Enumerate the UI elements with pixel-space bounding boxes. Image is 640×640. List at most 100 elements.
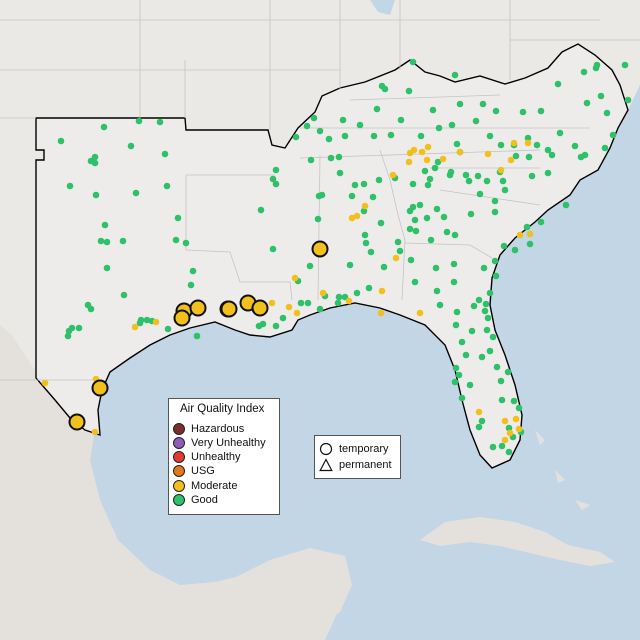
moderate-monitor-marker[interactable] [424,143,432,151]
good-monitor-marker[interactable] [327,154,335,162]
good-monitor-marker[interactable] [621,61,629,69]
good-monitor-marker[interactable] [189,267,197,275]
good-monitor-marker[interactable] [519,108,527,116]
good-monitor-marker[interactable] [436,301,444,309]
moderate-monitor-marker[interactable] [416,309,424,317]
good-monitor-marker[interactable] [163,182,171,190]
good-monitor-marker[interactable] [421,167,429,175]
moderate-monitor-marker[interactable] [378,287,386,295]
moderate-monitor-marker[interactable] [410,146,418,154]
good-monitor-marker[interactable] [103,238,111,246]
moderate-monitor-marker[interactable] [389,171,397,179]
moderate-monitor-marker[interactable] [291,274,299,282]
moderate-monitor-marker[interactable] [348,214,356,222]
good-monitor-marker[interactable] [478,353,486,361]
good-monitor-marker[interactable] [174,214,182,222]
good-monitor-marker[interactable] [524,134,532,142]
moderate-monitor-marker[interactable] [353,212,361,220]
good-monitor-marker[interactable] [580,68,588,76]
good-monitor-marker[interactable] [361,231,369,239]
good-monitor-marker[interactable] [341,132,349,140]
moderate-monitor-marker[interactable] [293,309,301,317]
good-monitor-marker[interactable] [456,100,464,108]
good-monitor-marker[interactable] [571,142,579,150]
good-monitor-marker[interactable] [483,326,491,334]
good-monitor-marker[interactable] [491,197,499,205]
moderate-monitor-marker[interactable] [524,139,532,147]
moderate-monitor-marker[interactable] [439,155,447,163]
good-monitor-marker[interactable] [103,264,111,272]
moderate-temporary-monitor-marker[interactable] [173,309,191,327]
moderate-monitor-marker[interactable] [423,156,431,164]
good-monitor-marker[interactable] [455,371,463,379]
good-monitor-marker[interactable] [339,116,347,124]
good-monitor-marker[interactable] [603,109,611,117]
good-monitor-marker[interactable] [351,181,359,189]
good-monitor-marker[interactable] [491,208,499,216]
good-monitor-marker[interactable] [362,239,370,247]
good-monitor-marker[interactable] [544,169,552,177]
good-monitor-marker[interactable] [272,180,280,188]
good-monitor-marker[interactable] [528,172,536,180]
good-monitor-marker[interactable] [434,158,442,166]
good-monitor-marker[interactable] [409,203,417,211]
good-monitor-marker[interactable] [548,151,556,159]
good-monitor-marker[interactable] [435,124,443,132]
good-monitor-marker[interactable] [87,157,95,165]
good-monitor-marker[interactable] [411,216,419,224]
good-monitor-marker[interactable] [433,287,441,295]
good-monitor-marker[interactable] [297,299,305,307]
good-monitor-marker[interactable] [416,201,424,209]
good-monitor-marker[interactable] [491,257,499,265]
good-monitor-marker[interactable] [498,396,506,404]
good-monitor-marker[interactable] [137,316,145,324]
good-monitor-marker[interactable] [91,153,99,161]
moderate-monitor-marker[interactable] [512,415,520,423]
good-monitor-marker[interactable] [257,206,265,214]
good-monitor-marker[interactable] [292,133,300,141]
good-monitor-marker[interactable] [334,299,342,307]
good-monitor-marker[interactable] [453,308,461,316]
moderate-monitor-marker[interactable] [516,231,524,239]
good-monitor-marker[interactable] [512,152,520,160]
moderate-monitor-marker[interactable] [506,429,514,437]
good-monitor-marker[interactable] [489,443,497,451]
good-monitor-marker[interactable] [272,322,280,330]
good-monitor-marker[interactable] [356,121,364,129]
good-monitor-marker[interactable] [132,189,140,197]
good-monitor-marker[interactable] [492,272,500,280]
good-monitor-marker[interactable] [182,239,190,247]
good-monitor-marker[interactable] [470,302,478,310]
good-monitor-marker[interactable] [443,228,451,236]
good-monitor-marker[interactable] [143,316,151,324]
good-monitor-marker[interactable] [448,121,456,129]
good-monitor-marker[interactable] [396,247,404,255]
good-monitor-marker[interactable] [624,96,632,104]
moderate-monitor-marker[interactable] [361,202,369,210]
good-monitor-marker[interactable] [451,71,459,79]
good-monitor-marker[interactable] [544,146,552,154]
good-monitor-marker[interactable] [556,129,564,137]
good-monitor-marker[interactable] [397,116,405,124]
good-monitor-marker[interactable] [493,363,501,371]
good-monitor-marker[interactable] [458,338,466,346]
good-monitor-marker[interactable] [306,262,314,270]
good-monitor-marker[interactable] [601,144,609,152]
good-monitor-marker[interactable] [346,261,354,269]
moderate-temporary-monitor-marker[interactable] [311,240,329,258]
good-monitor-marker[interactable] [307,156,315,164]
good-monitor-marker[interactable] [511,246,519,254]
moderate-monitor-marker[interactable] [484,150,492,158]
moderate-monitor-marker[interactable] [515,425,523,433]
good-monitor-marker[interactable] [481,307,489,315]
good-monitor-marker[interactable] [468,327,476,335]
good-monitor-marker[interactable] [394,238,402,246]
good-monitor-marker[interactable] [279,314,287,322]
good-monitor-marker[interactable] [172,236,180,244]
moderate-monitor-marker[interactable] [91,428,99,436]
good-monitor-marker[interactable] [272,166,280,174]
good-monitor-marker[interactable] [499,177,507,185]
moderate-monitor-marker[interactable] [510,139,518,147]
good-monitor-marker[interactable] [365,284,373,292]
good-monitor-marker[interactable] [474,172,482,180]
